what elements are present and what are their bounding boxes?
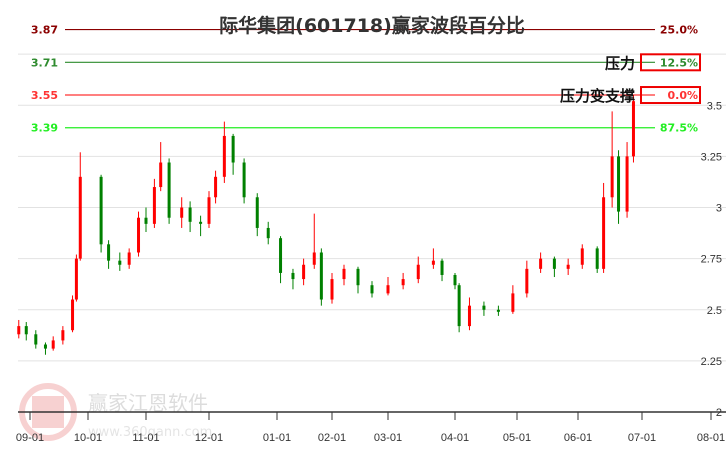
candle-body: [431, 260, 435, 265]
chart-title: 际华集团(601718)赢家波段百分比: [219, 14, 525, 37]
candle-body: [17, 326, 21, 335]
candle-body: [61, 330, 65, 341]
watermark-url: www.360gann.com: [88, 425, 212, 440]
candle-body: [71, 299, 75, 331]
candle-body: [440, 260, 444, 275]
x-tick-label: 12-01: [195, 432, 223, 444]
level-percent: 12.5%: [660, 56, 698, 69]
candle-body: [552, 258, 556, 269]
candle-body: [580, 248, 584, 265]
candle-body: [602, 197, 606, 269]
candle-body: [291, 272, 295, 280]
candle-body: [330, 279, 334, 300]
candle-body: [266, 227, 270, 239]
candle-body: [107, 244, 111, 261]
candle-body: [617, 156, 621, 212]
candle-body: [207, 197, 211, 224]
candle-body: [467, 305, 471, 327]
candle-body: [99, 176, 103, 245]
y-tick-label: 2.25: [701, 356, 722, 368]
candle-body: [401, 279, 405, 286]
x-tick-label: 09-01: [16, 432, 44, 444]
candle-body: [416, 264, 420, 280]
candle-body: [74, 258, 78, 300]
candle-body: [231, 135, 235, 163]
candle-body: [342, 268, 346, 280]
level-price: 3.55: [31, 89, 58, 102]
y-tick-label: 2.5: [707, 305, 722, 317]
candle-body: [255, 197, 259, 228]
candle-body: [188, 207, 192, 222]
y-tick-label: 3.5: [707, 100, 722, 112]
level-percent: 0.0%: [667, 89, 698, 102]
level-price: 3.39: [31, 122, 58, 135]
candle-body: [312, 252, 316, 265]
x-tick-label: 03-01: [374, 432, 402, 444]
candle-body: [24, 326, 28, 335]
candle-body: [144, 217, 148, 224]
x-tick-label: 10-01: [74, 432, 102, 444]
candle-body: [279, 238, 283, 273]
level-box: [640, 86, 701, 105]
level-price: 3.87: [31, 24, 58, 37]
candle-body: [180, 207, 184, 218]
level-price: 3.71: [31, 56, 58, 69]
candle-body: [511, 293, 515, 312]
candle-body: [610, 156, 614, 198]
candle-body: [159, 162, 163, 188]
candle-body: [43, 344, 47, 349]
annotation-label: 压力: [605, 54, 635, 72]
y-tick-label: 2.75: [701, 254, 722, 266]
candle-body: [242, 162, 246, 198]
candle-body: [34, 334, 38, 345]
candle-body: [457, 285, 461, 327]
x-tick-label: 11-01: [132, 432, 159, 444]
candle-body: [51, 340, 55, 349]
watermark: 赢家江恩软件 www.360gann.com: [19, 383, 212, 441]
candle-body: [78, 176, 82, 259]
y-tick-label: 2: [716, 407, 722, 419]
candle-body: [137, 217, 141, 253]
level-percent: 25.0%: [660, 24, 698, 37]
candle-body: [595, 248, 599, 269]
candle-body: [214, 176, 218, 198]
candle-body: [566, 264, 570, 269]
candle-body: [482, 305, 486, 310]
x-tick-label: 02-01: [318, 432, 346, 444]
candle-body: [222, 135, 226, 177]
x-tick-label: 05-01: [503, 432, 531, 444]
candle-body: [356, 268, 360, 286]
candle-body: [386, 285, 390, 294]
candle-body: [118, 260, 122, 265]
candle-body: [539, 258, 543, 269]
candle-body: [127, 252, 131, 265]
watermark-name: 赢家江恩软件: [88, 391, 208, 415]
y-tick-label: 3: [716, 203, 722, 215]
x-tick-label: 06-01: [564, 432, 592, 444]
level-box: [640, 53, 701, 72]
x-tick-label: 07-01: [628, 432, 656, 444]
y-tick-label: 3.25: [701, 151, 722, 163]
candle-body: [152, 187, 156, 224]
candle-body: [525, 268, 529, 294]
x-tick-label: 08-01: [697, 432, 725, 444]
candle-body: [199, 221, 203, 224]
candle-body: [631, 101, 635, 157]
level-percent: 87.5%: [660, 122, 698, 135]
candle-body: [319, 252, 323, 300]
candle-body: [167, 162, 171, 218]
candle-body: [453, 274, 457, 286]
candle-body: [625, 156, 629, 212]
x-tick-label: 04-01: [441, 432, 469, 444]
candle-body: [496, 309, 500, 312]
annotation-label: 压力变支撑: [560, 87, 635, 105]
candle-body: [370, 285, 374, 294]
x-tick-label: 01-01: [263, 432, 291, 444]
candle-body: [302, 264, 306, 280]
